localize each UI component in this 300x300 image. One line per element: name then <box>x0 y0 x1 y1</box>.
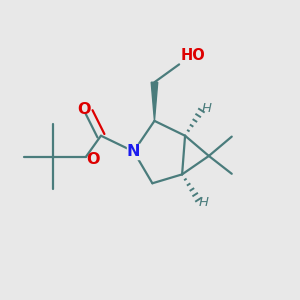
Text: N: N <box>127 144 140 159</box>
Text: O: O <box>77 102 91 117</box>
Polygon shape <box>151 82 158 121</box>
Text: HO: HO <box>181 48 206 63</box>
Text: H: H <box>202 102 212 115</box>
Text: O: O <box>86 152 99 167</box>
Bar <box>127 144 140 159</box>
Text: H: H <box>199 196 209 208</box>
